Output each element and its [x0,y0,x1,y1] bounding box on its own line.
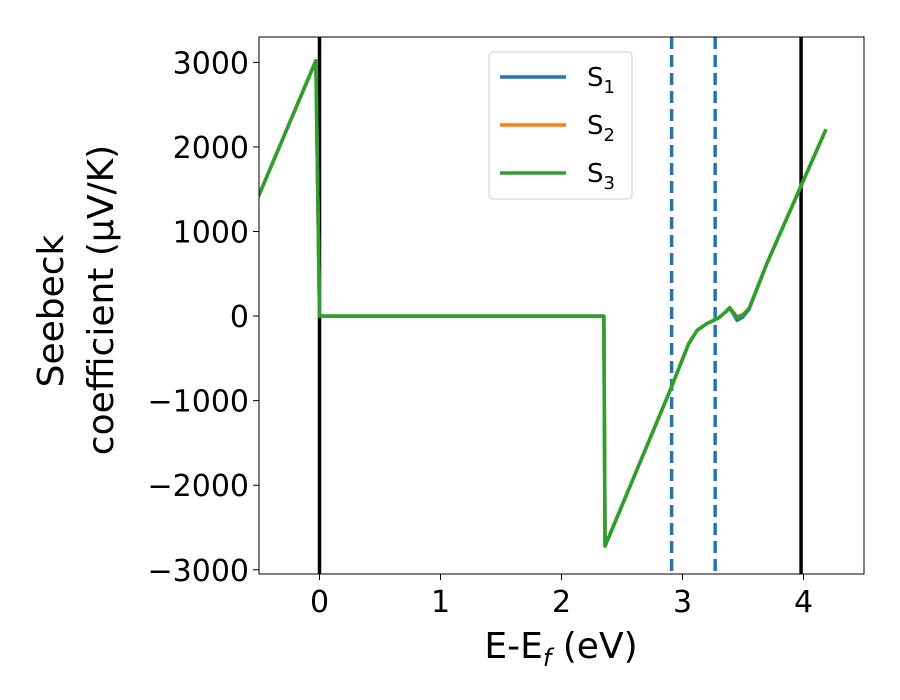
legend-label-main: S [587,63,604,93]
x-tick-label-2: 2 [552,585,571,620]
x-tick-label-1: 1 [431,585,450,620]
x-axis-label: E-Ef (eV) [484,626,637,672]
x-tick-label-0: 0 [310,585,329,620]
legend-label-sub: 2 [604,125,615,146]
legend-label-main: S [587,159,604,189]
x-axis-label-main: E-E [484,626,542,667]
legend-label-main: S [587,111,604,141]
y-tick-label-1: −2000 [148,469,249,504]
y-tick-label-5: 2000 [173,131,249,166]
y-axis-label-line1: Seebeck [31,234,72,387]
series-line-s3 [259,58,828,548]
x-axis-ticks: 0 1 2 3 4 [310,574,813,620]
x-tick-label-3: 3 [673,585,692,620]
legend-label-s1: S1 [587,63,615,98]
y-tick-label-4: 1000 [173,216,249,251]
y-axis-ticks: −3000 −2000 −1000 0 1000 2000 3000 [148,46,259,589]
x-tick-label-4: 4 [794,585,813,620]
series-lines [259,58,828,548]
x-axis-label-unit: (eV) [551,626,637,667]
y-tick-label-0: −3000 [148,554,249,589]
y-axis-label-line2: coefficient (μV/K) [81,145,122,455]
legend-label-s3: S3 [587,159,615,194]
y-tick-label-2: −1000 [148,385,249,420]
y-tick-label-3: 0 [230,300,249,335]
legend-label-sub: 3 [604,173,615,194]
legend-label-sub: 1 [604,77,615,98]
legend-label-s2: S2 [587,111,615,146]
y-tick-label-6: 3000 [173,46,249,81]
